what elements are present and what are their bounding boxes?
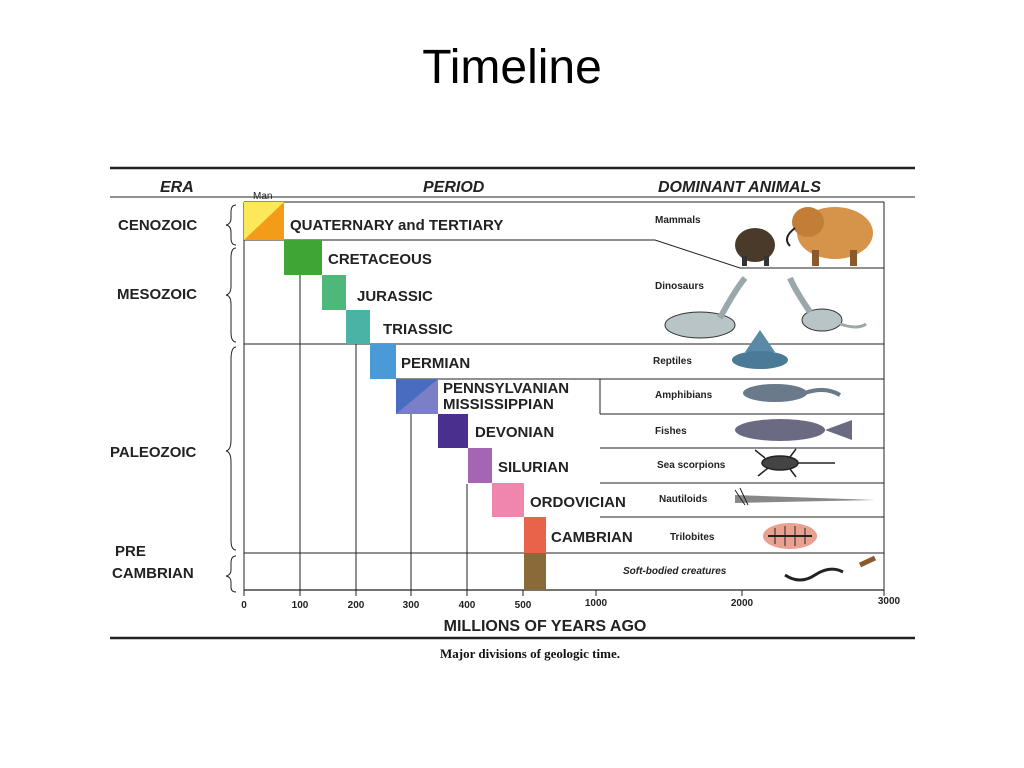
fish-icon xyxy=(735,419,852,441)
period-label-cambrian: CAMBRIAN xyxy=(551,529,633,546)
period-label-quaternary: QUATERNARY and TERTIARY xyxy=(290,217,503,234)
era-header: ERA xyxy=(160,179,194,196)
dinosaur-icon xyxy=(664,276,867,339)
tick-label: 100 xyxy=(292,600,309,611)
animal-label-fishes: Fishes xyxy=(655,426,687,437)
animal-label-mammals: Mammals xyxy=(655,215,701,226)
period-block-triassic xyxy=(346,310,370,344)
period-block-precambrian xyxy=(524,553,546,590)
animal-labels: Mammals Dinosaurs Reptiles Amphibians Fi… xyxy=(623,215,727,577)
era-label-mesozoic: MESOZOIC xyxy=(117,286,197,303)
tick-label: 0 xyxy=(241,600,247,611)
axis-title: MILLIONS OF YEARS AGO xyxy=(444,618,647,635)
period-label-ordovician: ORDOVICIAN xyxy=(530,494,626,511)
axis-tick-labels: 0 100 200 300 400 500 1000 2000 3000 xyxy=(241,596,900,611)
period-block-ordovician xyxy=(492,483,524,517)
man-label: Man xyxy=(253,191,272,202)
tick-label: 2000 xyxy=(731,598,754,609)
tick-label: 1000 xyxy=(585,598,608,609)
period-blocks xyxy=(244,202,546,590)
man-triangle xyxy=(244,202,284,240)
animals-header: DOMINANT ANIMALS xyxy=(658,179,821,196)
animal-label-dinosaurs: Dinosaurs xyxy=(655,281,704,292)
amphibian-icon xyxy=(743,384,842,402)
tick-label: 300 xyxy=(403,600,420,611)
period-label-triassic: TRIASSIC xyxy=(383,321,453,338)
era-braces xyxy=(225,204,237,593)
period-label-mississippian: MISSISSIPPIAN xyxy=(443,396,554,413)
period-block-jurassic xyxy=(322,275,346,310)
period-label-silurian: SILURIAN xyxy=(498,459,569,476)
animal-label-amphibians: Amphibians xyxy=(655,390,713,401)
tick-label: 500 xyxy=(515,600,532,611)
diagram-caption: Major divisions of geologic time. xyxy=(440,646,620,661)
animal-label-sea-scorpions: Sea scorpions xyxy=(657,460,726,471)
tick-label: 200 xyxy=(348,600,365,611)
animal-label-soft-bodied: Soft-bodied creatures xyxy=(623,566,727,577)
period-label-devonian: DEVONIAN xyxy=(475,424,554,441)
period-block-mississippian xyxy=(396,379,438,414)
animal-label-reptiles: Reptiles xyxy=(653,356,692,367)
era-label-paleozoic: PALEOZOIC xyxy=(110,444,197,461)
era-labels: CENOZOIC MESOZOIC PALEOZOIC PRE CAMBRIAN xyxy=(110,217,197,582)
era-label-cenozoic: CENOZOIC xyxy=(118,217,197,234)
trilobite-icon xyxy=(763,523,817,549)
sea-scorpion-icon xyxy=(754,448,835,478)
period-label-permian: PERMIAN xyxy=(401,355,470,372)
tick-label: 400 xyxy=(459,600,476,611)
period-header: PERIOD xyxy=(423,179,485,196)
era-label-cambrian: CAMBRIAN xyxy=(112,565,194,582)
period-labels: QUATERNARY and TERTIARY CRETACEOUS JURAS… xyxy=(290,217,633,546)
period-label-cretaceous: CRETACEOUS xyxy=(328,251,432,268)
tick-label: 3000 xyxy=(878,596,901,607)
period-block-silurian xyxy=(468,448,492,483)
period-row-lines xyxy=(396,378,884,518)
animal-label-trilobites: Trilobites xyxy=(670,532,715,543)
slide-title: Timeline xyxy=(422,41,602,94)
mammoth-icon xyxy=(735,207,873,266)
period-label-jurassic: JURASSIC xyxy=(357,288,433,305)
cenozoic-boundary xyxy=(244,239,884,269)
time-gridlines xyxy=(299,275,468,590)
worm-icon xyxy=(784,555,877,582)
period-block-cambrian xyxy=(524,517,546,553)
period-block-permian xyxy=(370,344,396,379)
reptile-icon xyxy=(732,330,788,369)
period-block-devonian xyxy=(438,414,468,448)
period-label-pennsylvanian: PENNSYLVANIAN xyxy=(443,380,569,397)
period-block-cretaceous xyxy=(284,240,322,275)
animal-label-nautiloids: Nautiloids xyxy=(659,494,708,505)
era-label-pre: PRE xyxy=(115,543,146,560)
axis-ticks xyxy=(243,590,885,596)
nautiloid-icon xyxy=(734,487,875,506)
